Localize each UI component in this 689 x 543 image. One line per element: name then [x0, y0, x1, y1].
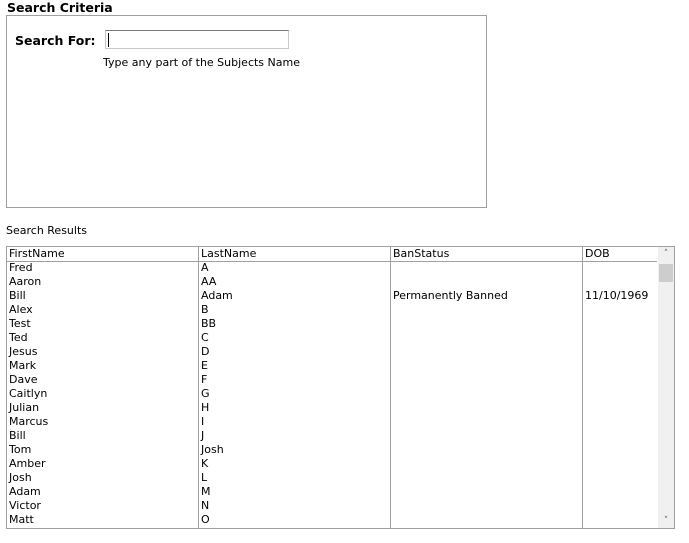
table-cell[interactable]: I	[201, 415, 205, 428]
column-divider	[198, 247, 199, 528]
table-cell[interactable]: G	[201, 387, 210, 400]
table-cell[interactable]: Josh	[9, 471, 32, 484]
table-cell[interactable]: Adam	[201, 289, 233, 302]
table-cell[interactable]: Tom	[9, 443, 32, 456]
column-header[interactable]: LastName	[201, 247, 257, 260]
search-input[interactable]	[105, 30, 289, 49]
table-cell[interactable]: C	[201, 331, 209, 344]
table-cell[interactable]: Mark	[9, 359, 37, 372]
table-cell[interactable]: Dave	[9, 373, 38, 386]
table-cell[interactable]: L	[201, 471, 208, 484]
table-cell[interactable]: Aaron	[9, 275, 42, 288]
chevron-up-icon[interactable]: ˄	[663, 249, 669, 259]
table-cell[interactable]: N	[201, 499, 210, 512]
scrollbar-thumb[interactable]	[659, 264, 673, 282]
chevron-down-icon[interactable]: ˅	[663, 516, 669, 526]
table-cell[interactable]: Marcus	[9, 415, 49, 428]
table-cell[interactable]: Alex	[9, 303, 33, 316]
table-cell[interactable]: H	[201, 401, 210, 414]
table-cell[interactable]: Jesus	[9, 345, 38, 358]
table-cell[interactable]: Bill	[9, 289, 26, 302]
column-divider	[390, 247, 391, 528]
table-cell[interactable]: J	[201, 429, 205, 442]
vertical-scrollbar[interactable]: ˄ ˅	[658, 247, 674, 528]
table-cell[interactable]: B	[201, 303, 209, 316]
table-cell[interactable]: Fred	[9, 261, 33, 274]
column-header[interactable]: DOB	[585, 247, 610, 260]
search-criteria-group	[6, 15, 487, 208]
table-cell[interactable]: Matt	[9, 513, 34, 526]
search-for-label: Search For:	[15, 33, 96, 48]
grid-header	[7, 247, 657, 262]
table-cell[interactable]: BB	[201, 317, 217, 330]
text-caret	[108, 33, 109, 47]
table-cell[interactable]: O	[201, 513, 210, 526]
table-cell[interactable]: F	[201, 373, 208, 386]
table-cell[interactable]: AA	[201, 275, 217, 288]
column-header[interactable]: BanStatus	[393, 247, 450, 260]
table-cell[interactable]: Caitlyn	[9, 387, 48, 400]
search-hint: Type any part of the Subjects Name	[103, 56, 300, 69]
table-cell[interactable]: D	[201, 345, 210, 358]
table-cell[interactable]: Julian	[9, 401, 40, 414]
table-cell[interactable]: Josh	[201, 443, 224, 456]
table-cell[interactable]: A	[201, 261, 209, 274]
search-criteria-title: Search Criteria	[7, 0, 113, 15]
table-cell[interactable]: Adam	[9, 485, 41, 498]
search-results-title: Search Results	[6, 224, 88, 237]
table-cell[interactable]: Permanently Banned	[393, 289, 508, 302]
table-cell[interactable]: Ted	[9, 331, 28, 344]
table-cell[interactable]: E	[201, 359, 208, 372]
results-grid[interactable]: ˄ ˅ FirstName LastName BanStatus DOB Fred A Aa…	[6, 246, 675, 529]
table-cell[interactable]: M	[201, 485, 211, 498]
table-cell[interactable]: Test	[9, 317, 31, 330]
table-cell[interactable]: Bill	[9, 429, 26, 442]
table-cell[interactable]: K	[201, 457, 209, 470]
column-divider	[582, 247, 583, 528]
table-cell[interactable]: 11/10/1969	[585, 289, 649, 302]
table-cell[interactable]: Victor	[9, 499, 41, 512]
table-cell[interactable]: Amber	[9, 457, 46, 470]
column-header[interactable]: FirstName	[9, 247, 65, 260]
